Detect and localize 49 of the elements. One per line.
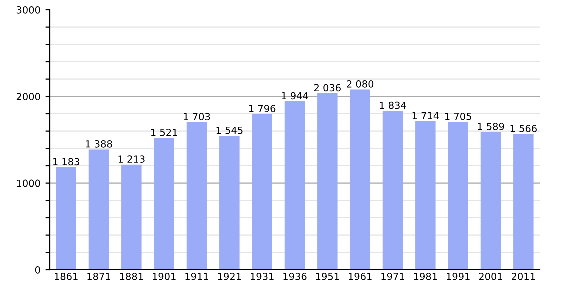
data-label: 1 714 xyxy=(412,112,440,120)
bar xyxy=(514,134,534,270)
bar xyxy=(480,132,502,270)
data-label: 1 944 xyxy=(282,92,308,100)
x-tick-label: 1961 xyxy=(349,272,372,280)
x-tick-label: 1991 xyxy=(447,272,470,280)
data-label: 2 080 xyxy=(347,80,374,88)
data-label: 1 589 xyxy=(478,123,504,130)
bar xyxy=(350,90,370,270)
bar xyxy=(416,121,436,270)
x-tick-label: 1971 xyxy=(382,272,404,280)
bar xyxy=(448,122,468,270)
x-tick-label: 1871 xyxy=(88,272,110,280)
y-tick-label: 3000 xyxy=(16,6,40,14)
data-label: 2 036 xyxy=(314,84,341,92)
bar xyxy=(318,94,338,270)
data-label: 1 705 xyxy=(445,112,472,120)
x-tick-label: 1911 xyxy=(186,272,208,280)
x-tick-label: 1951 xyxy=(316,272,340,280)
bar xyxy=(252,114,272,270)
y-tick-label: 2000 xyxy=(16,93,40,100)
bar xyxy=(186,122,208,270)
data-label: 1 566 xyxy=(510,125,537,132)
data-label: 1 388 xyxy=(86,140,112,148)
data-label: 1 703 xyxy=(184,113,210,121)
x-tick-label: 1921 xyxy=(218,272,242,280)
data-label: 1 834 xyxy=(380,102,406,110)
y-tick-label: 0 xyxy=(35,266,40,274)
bar xyxy=(284,102,306,270)
data-label: 1 545 xyxy=(216,126,243,134)
x-tick-label: 1936 xyxy=(284,272,307,280)
bar xyxy=(56,167,76,270)
data-label: 1 796 xyxy=(249,105,276,112)
x-tick-label: 1881 xyxy=(120,272,144,280)
data-label: 1 183 xyxy=(53,158,80,166)
x-tick-label: 2001 xyxy=(479,272,502,280)
x-tick-label: 1931 xyxy=(251,272,274,280)
y-tick-label: 1000 xyxy=(17,180,40,188)
x-tick-label: 1981 xyxy=(414,272,438,280)
bar xyxy=(220,136,240,270)
data-label: 1 213 xyxy=(118,156,145,163)
x-tick-label: 2011 xyxy=(512,272,536,280)
data-label: 1 521 xyxy=(151,128,178,136)
bar xyxy=(154,138,174,270)
bar xyxy=(122,164,142,270)
bar xyxy=(88,150,110,270)
x-tick-label: 1861 xyxy=(55,272,78,280)
bar xyxy=(382,111,404,270)
x-tick-label: 1901 xyxy=(153,272,176,280)
